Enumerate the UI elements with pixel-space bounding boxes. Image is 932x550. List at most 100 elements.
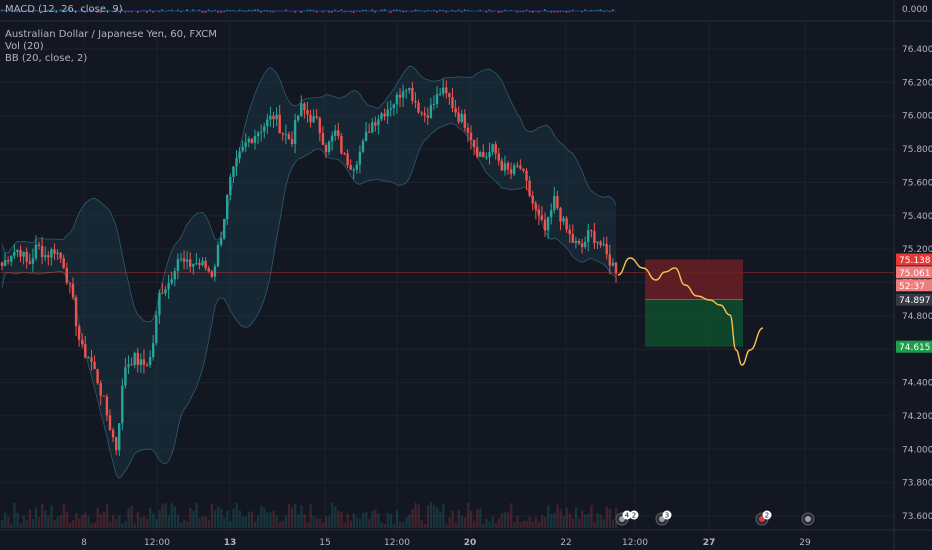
volume-bar (146, 518, 149, 528)
volume-bars (1, 502, 618, 528)
volume-bar (47, 515, 50, 528)
candle-body (494, 144, 497, 154)
macd-zero-label: 0.000 (902, 5, 928, 15)
candle-body (361, 140, 365, 152)
volume-bar (365, 511, 368, 528)
macd-histogram-bar (25, 9, 28, 11)
macd-legend: MACD (12, 26, close, 9) (5, 4, 123, 15)
macd-histogram-bar (436, 11, 438, 13)
candle-body (506, 163, 510, 170)
macd-histogram-bar (599, 9, 602, 11)
price-label-text: 74.897 (899, 296, 931, 306)
volume-bar (337, 510, 340, 528)
candle-body (47, 255, 50, 258)
volume-bar (571, 518, 575, 528)
macd-histogram-bar (167, 10, 170, 11)
candle-body (457, 112, 460, 122)
candle-body (562, 218, 565, 222)
macd-histogram-bar (362, 9, 364, 11)
macd-histogram-bar (445, 11, 448, 13)
candle-body (368, 131, 371, 133)
volume-bar (10, 523, 13, 528)
volume-bar (201, 516, 204, 528)
volume-bar (102, 511, 106, 528)
candle-body (438, 93, 442, 95)
candle-body (513, 165, 516, 174)
volume-bar (414, 502, 417, 528)
macd-histogram-bar (537, 11, 540, 13)
candle-body (565, 218, 568, 230)
volume-bar (426, 505, 430, 528)
macd-histogram-bar (75, 11, 77, 13)
candle-body (115, 437, 118, 451)
volume-bar (300, 505, 303, 528)
volume-bar (229, 521, 232, 528)
volume-bar (34, 507, 38, 528)
candle-body (392, 104, 395, 109)
macd-histogram-bar (340, 9, 343, 11)
volume-bar (374, 509, 377, 528)
candle-body (593, 231, 596, 243)
macd-histogram-bar (352, 11, 355, 13)
price-label-box (896, 279, 932, 292)
volume-bar (537, 521, 541, 528)
volume-bar (466, 503, 470, 528)
macd-histogram-bar (581, 11, 583, 13)
candle-body (250, 138, 254, 143)
volume-bar (250, 511, 254, 528)
volume-bar (198, 517, 201, 528)
volume-bar (133, 523, 136, 528)
candle-body (556, 195, 559, 208)
volume-bar (232, 508, 235, 528)
macd-histogram-bar (547, 11, 549, 12)
price-tick-label: 73.600 (902, 512, 932, 522)
candles (0, 79, 618, 456)
volume-bar (99, 514, 102, 528)
macd-histogram-bar (96, 11, 99, 13)
volume-bar (139, 517, 143, 528)
macd-histogram-bar (99, 11, 102, 13)
candle-body (519, 165, 522, 169)
macd-histogram-bar (571, 9, 574, 11)
macd-histogram-bar (121, 9, 124, 11)
macd-histogram-bar (112, 11, 114, 13)
macd-histogram-bar (309, 9, 312, 11)
candle-body (509, 169, 513, 174)
candle-body (223, 219, 226, 239)
candle-body (559, 207, 562, 222)
volume-bar (25, 520, 28, 528)
candle-body (74, 297, 78, 327)
candle-body (583, 241, 587, 247)
candle-body (460, 114, 463, 122)
macd-histogram-bar (559, 11, 562, 13)
macd-histogram-bar (158, 11, 161, 13)
time-tick-label: 27 (703, 538, 716, 548)
macd-histogram-bar (220, 11, 222, 13)
macd-histogram-bar (466, 9, 469, 11)
candle-body (235, 158, 238, 167)
volume-bar (445, 523, 448, 528)
macd-histogram-bar (176, 9, 179, 11)
volume-bar (436, 507, 439, 528)
macd-histogram-bar (1, 9, 3, 11)
time-tick-label: 22 (560, 538, 571, 548)
volume-bar (470, 510, 473, 528)
candle-body (476, 147, 479, 157)
candle-body (364, 131, 368, 141)
macd-histogram-bar (488, 9, 491, 11)
volume-bar (355, 517, 359, 528)
candle-body (44, 255, 47, 258)
candle-body (170, 279, 173, 284)
candle-body (488, 152, 491, 158)
candle-body (238, 151, 241, 159)
macd-histogram-bar (201, 11, 204, 13)
macd-histogram-bar (186, 9, 188, 11)
candle-body (142, 359, 146, 365)
macd-histogram-bar (528, 11, 531, 12)
macd-histogram-bar (405, 11, 407, 12)
macd-histogram-bar (602, 11, 605, 12)
macd-histogram-bar (337, 11, 340, 12)
volume-bar (303, 514, 306, 528)
candle-body (164, 289, 167, 294)
